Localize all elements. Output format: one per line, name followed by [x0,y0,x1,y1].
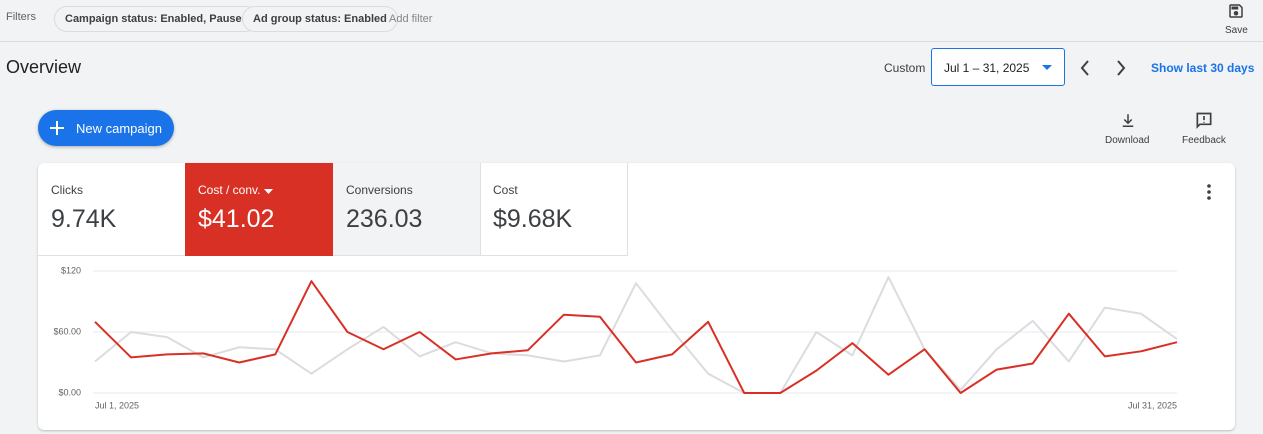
save-label[interactable]: Save [1225,25,1248,36]
metric-label[interactable]: Cost / conv. [198,183,332,197]
add-filter[interactable]: Add filter [389,13,433,25]
overview-card: Clicks 9.74K Cost / conv. $41.02 Convers… [38,163,1235,430]
x-tick-label: Jul 31, 2025 [1128,400,1177,410]
metric-dropdown[interactable] [263,188,273,194]
metric-value: $9.68K [493,205,573,233]
more-menu[interactable] [1203,183,1215,201]
series-line [94,280,1178,394]
show-last[interactable]: Show last 30 days [1151,61,1255,75]
metric-tile[interactable]: Cost $9.68K [480,163,628,256]
page-title: Overview [6,57,82,77]
y-tick-label: $120 [61,265,81,275]
metric-tile[interactable]: Clicks 9.74K [38,163,186,256]
download-icon[interactable] [1119,112,1137,130]
metric-value: 9.74K [51,205,117,233]
metric-tile[interactable]: Cost / conv. $41.02 [185,163,333,256]
metric-label-text[interactable]: Cost / conv. [198,183,261,197]
dropdown-arrow[interactable] [1042,63,1052,71]
x-tick-label: Jul 1, 2025 [95,400,139,410]
metric-value: $41.02 [198,205,275,233]
date-range[interactable]: Jul 1 – 31, 2025 [944,61,1030,75]
new-campaign-button[interactable]: New campaign [38,110,174,146]
series-line [94,276,1178,394]
filter-chip[interactable]: Campaign status: Enabled, Paused [54,6,260,32]
filters-label: Filters [6,11,36,23]
save-icon[interactable] [1227,2,1245,20]
filter-chip[interactable]: Ad group status: Enabled [242,6,398,32]
metric-label[interactable]: Clicks [51,183,83,197]
feedback-icon[interactable] [1194,111,1214,131]
feedback-label[interactable]: Feedback [1182,135,1226,146]
range-label: Custom [884,61,926,75]
plus-icon[interactable] [50,121,64,135]
metric-value: 236.03 [346,205,423,233]
chart: $0.00 $60.00 $120 Jul 1, 2025 Jul 31, 2025 [53,265,1178,410]
metric-tile[interactable]: Conversions 236.03 [333,163,481,256]
divider [0,41,1263,42]
new-campaign-label[interactable]: New campaign [76,121,162,136]
download-label[interactable]: Download [1105,135,1150,146]
date-nav[interactable] [1076,58,1136,78]
y-tick-label: $0.00 [58,387,81,397]
y-tick-label: $60.00 [53,326,81,336]
date-picker[interactable]: Jul 1 – 31, 2025 [931,48,1065,86]
metric-label[interactable]: Cost [493,183,518,197]
metric-label[interactable]: Conversions [346,183,413,197]
